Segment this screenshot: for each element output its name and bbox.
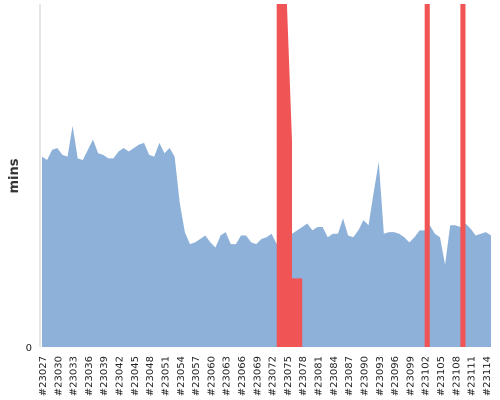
y-tick-label: 0 xyxy=(26,343,32,354)
x-tick-label: #23039 xyxy=(99,356,110,396)
x-tick-label: #23057 xyxy=(191,356,202,396)
x-tick-label: #23084 xyxy=(329,356,340,396)
x-tick-label: #23048 xyxy=(145,356,156,396)
failed-span-3 xyxy=(424,4,430,347)
x-tick-label: #23105 xyxy=(436,356,447,396)
x-tick-label: #23075 xyxy=(283,356,294,396)
failed-span-4 xyxy=(460,4,466,347)
x-tick-label: #23087 xyxy=(344,356,355,396)
x-tick-label: #23081 xyxy=(314,356,325,396)
x-tick-label: #23078 xyxy=(298,356,309,396)
x-tick-label: #23090 xyxy=(359,356,370,396)
plot-area xyxy=(42,4,491,347)
x-tick-label: #23036 xyxy=(84,356,95,396)
x-tick-label: #23030 xyxy=(53,356,64,396)
x-tick-label: #23045 xyxy=(130,356,141,396)
x-tick-label: #23099 xyxy=(405,356,416,396)
x-tick-label: #23093 xyxy=(375,356,386,396)
x-tick-label: #23114 xyxy=(482,356,493,396)
x-tick-label: #23102 xyxy=(421,356,432,396)
failed-span-1 xyxy=(276,4,293,347)
x-tick-label: #23060 xyxy=(206,356,217,396)
x-tick-label: #23033 xyxy=(69,356,80,396)
failed-span-2 xyxy=(292,278,303,347)
x-tick-label: #23066 xyxy=(237,356,248,396)
x-tick-label: #23111 xyxy=(467,356,478,396)
x-tick-label: #23063 xyxy=(222,356,233,396)
x-tick-label: #23054 xyxy=(176,356,187,396)
x-tick-label: #23069 xyxy=(252,356,263,396)
y-axis-label: mins xyxy=(7,158,22,193)
duration-area xyxy=(42,125,491,347)
x-tick-label: #23096 xyxy=(390,356,401,396)
x-tick-label: #23108 xyxy=(451,356,462,396)
x-tick-labels: #23027 #23030 #23033 #23036 #23039 #23042 #230… xyxy=(38,356,493,396)
x-tick-label: #23072 xyxy=(268,356,279,396)
x-tick-label: #23051 xyxy=(160,356,171,396)
x-tick-label: #23042 xyxy=(115,356,126,396)
x-tick-label: #23027 xyxy=(38,356,49,396)
